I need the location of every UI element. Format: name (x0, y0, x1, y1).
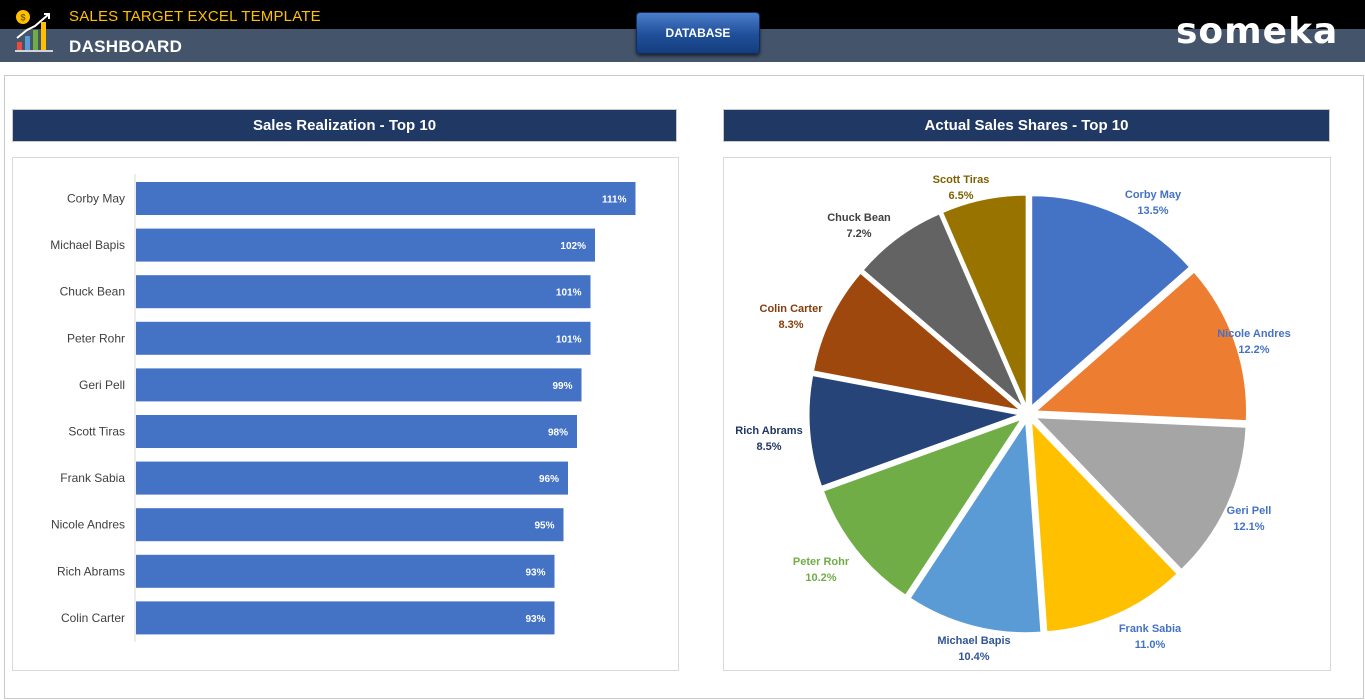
bar-data-label: 93% (525, 567, 545, 578)
bar-6 (136, 461, 568, 495)
sales-chart-coin-icon: $ (15, 10, 53, 52)
pie-label-value: 10.2% (805, 572, 836, 584)
bar-0 (136, 182, 636, 215)
bar-5 (136, 415, 577, 448)
bar-2 (136, 275, 591, 309)
category-label: Nicole Andres (51, 518, 125, 532)
pie-label-name: Frank Sabia (1119, 623, 1182, 635)
brand-text: someka (1176, 11, 1339, 52)
category-label: Michael Bapis (50, 238, 125, 252)
category-label: Frank Sabia (60, 471, 125, 485)
category-label: Scott Tiras (68, 425, 125, 439)
category-label: Colin Carter (61, 611, 125, 625)
pie-label-name: Chuck Bean (827, 212, 891, 224)
pie-label-value: 12.1% (1233, 521, 1264, 533)
pie-slice-3 (1031, 420, 1178, 633)
pie-label-name: Michael Bapis (937, 635, 1010, 647)
database-button[interactable]: DATABASE (636, 12, 760, 54)
pie-label-value: 6.5% (948, 190, 973, 202)
category-label: Rich Abrams (57, 564, 125, 578)
bar-8 (136, 554, 555, 588)
pie-slice-5 (822, 418, 1023, 596)
bar-data-label: 101% (556, 288, 582, 299)
pie-label-value: 8.3% (778, 319, 803, 331)
pie-slice-7 (812, 272, 1022, 411)
pie-chart-svg: Corby May 13.5% Nicole Andres 12.2% Geri Pel… (735, 174, 1291, 663)
pie-label-value: 13.5% (1137, 205, 1168, 217)
pie-label-name: Scott Tiras (933, 174, 990, 186)
pie-label-value: 8.5% (756, 441, 781, 453)
page-title: DASHBOARD (69, 37, 183, 56)
pie-label-value: 11.0% (1135, 639, 1166, 651)
sales-shares-chart: Corby May 13.5% Nicole Andres 12.2% Geri Pel… (723, 157, 1331, 671)
pie-label-value: 7.2% (846, 228, 871, 240)
bar-data-label: 95% (534, 521, 554, 532)
pie-slice-6 (808, 375, 1021, 487)
bar-data-label: 93% (525, 614, 545, 625)
app-title: SALES TARGET EXCEL TEMPLATE (69, 8, 321, 25)
pie-slice-2 (1034, 417, 1247, 571)
category-label: Peter Rohr (67, 331, 125, 345)
pie-slice-0 (1031, 195, 1191, 407)
sales-realization-chart: Corby May 111% Michael Bapis 102% Chuck Bean… (12, 157, 679, 671)
app-header: $ SALES TARGET EXCEL TEMPLATE DASHBOARD … (0, 0, 1365, 62)
bar-1 (136, 228, 595, 262)
bar-chart-svg: Corby May 111% Michael Bapis 102% Chuck Bean… (50, 174, 636, 642)
pie-slice-9 (942, 194, 1027, 406)
pie-label-name: Nicole Andres (1217, 328, 1291, 340)
category-label: Geri Pell (79, 378, 125, 392)
bar-4 (136, 368, 582, 402)
bar-data-label: 101% (556, 334, 582, 345)
bar-3 (136, 321, 591, 355)
pie-label-name: Geri Pell (1227, 505, 1272, 517)
pie-label-name: Peter Rohr (793, 556, 850, 568)
bar-data-label: 96% (539, 474, 559, 485)
category-label: Corby May (67, 192, 125, 206)
bar-data-label: 102% (560, 241, 586, 252)
bar-data-label: 99% (552, 381, 572, 392)
pie-label-name: Corby May (1125, 189, 1182, 201)
bar-data-label: 111% (602, 195, 627, 206)
category-label: Chuck Bean (60, 285, 125, 299)
brand-logo: someka (1176, 11, 1338, 52)
pie-slice-1 (1035, 271, 1247, 422)
pie-label-value: 10.4% (958, 651, 989, 663)
bar-data-label: 98% (548, 428, 568, 439)
sales-shares-title: Actual Sales Shares - Top 10 (723, 109, 1330, 142)
svg-text:$: $ (20, 13, 25, 23)
pie-label-name: Rich Abrams (735, 425, 802, 437)
pie-label-value: 12.2% (1238, 344, 1269, 356)
pie-slice-4 (909, 421, 1042, 634)
sales-realization-title: Sales Realization - Top 10 (12, 109, 677, 142)
pie-label-name: Colin Carter (760, 303, 824, 315)
bar-9 (136, 601, 555, 635)
bar-7 (136, 508, 564, 542)
pie-slice-8 (862, 213, 1024, 408)
